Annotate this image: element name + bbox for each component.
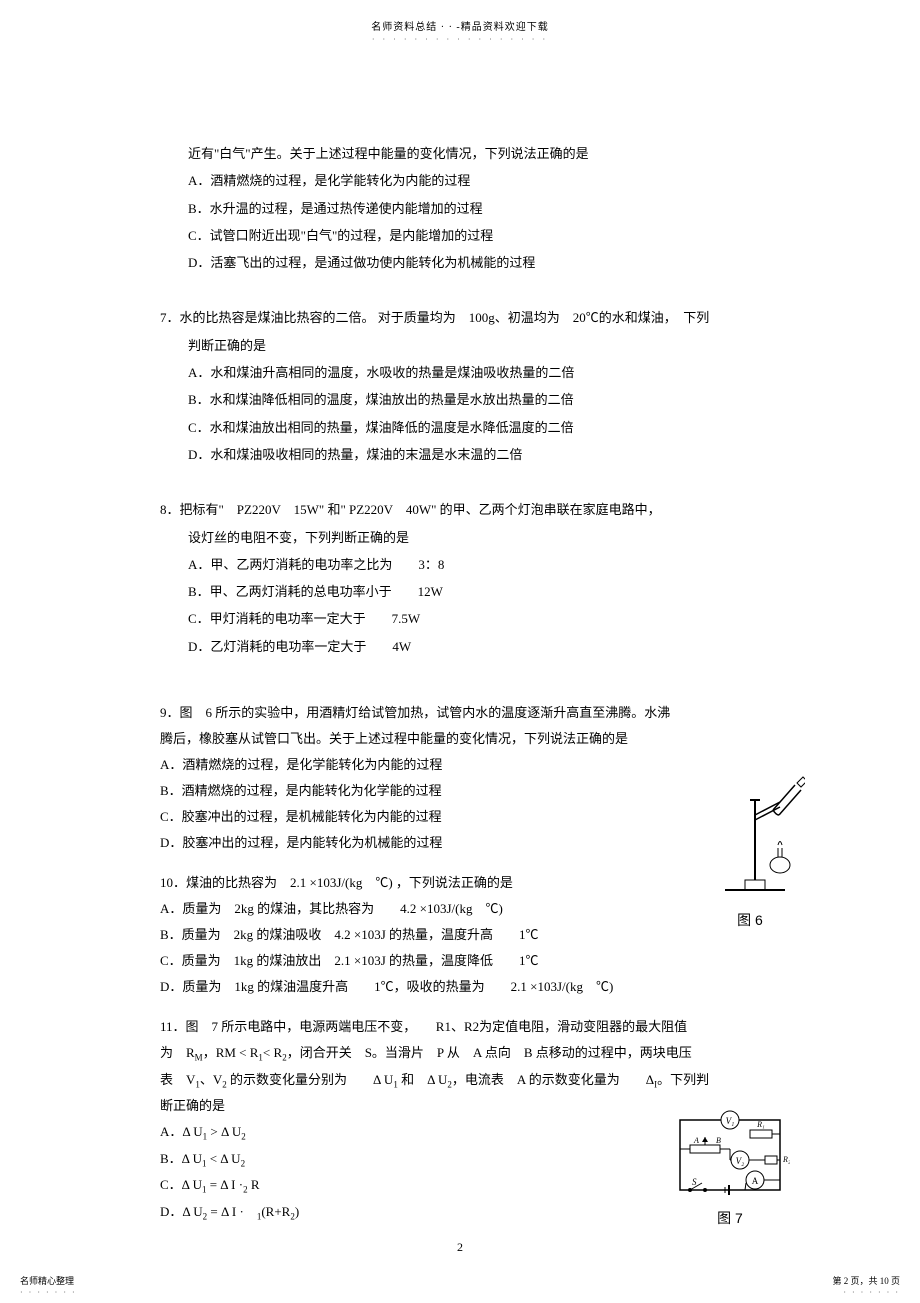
svg-text:A: A <box>693 1136 699 1145</box>
header-title: 名师资料总结 · · -精品资料欢迎下载 <box>0 0 920 33</box>
figure-7: V₁ R₁ A B V₂ R₂ <box>670 1105 790 1233</box>
figure-6-label: 图 6 <box>690 906 810 935</box>
q11-s2c: < R <box>263 1045 282 1060</box>
q11-stem-3: 表 V1、V2 的示数变化量分别为 Δ U1 和 Δ U2，电流表 A 的示数变… <box>160 1067 800 1094</box>
q7-opt-a: A．水和煤油升高相同的温度，水吸收的热量是煤油吸收热量的二倍 <box>188 359 800 386</box>
q11-s2d: ，闭合开关 S。当滑片 P 从 A 点向 B 点移动的过程中，两块电压 <box>287 1045 692 1060</box>
svg-text:V₂: V₂ <box>736 1156 745 1166</box>
q7-opt-d: D．水和煤油吸收相同的热量，煤油的末温是水末温的二倍 <box>188 441 800 468</box>
sub-m: M <box>195 1053 203 1063</box>
q11-a-mid: > Δ U <box>207 1124 241 1139</box>
q11-d-pre: D．Δ U <box>160 1204 203 1219</box>
q11-s2b: ，RM < R <box>203 1045 259 1060</box>
figure-6-svg <box>695 760 805 900</box>
q11-d-suf: (R+R <box>261 1204 290 1219</box>
q8-stem-2: 设灯丝的电阻不变，下列判断正确的是 <box>188 524 800 551</box>
q11-b-mid: < Δ U <box>206 1151 240 1166</box>
q7-opt-b: B．水和煤油降低相同的温度，煤油放出的热量是水放出热量的二倍 <box>188 386 800 413</box>
footer-right: 第 2 页，共 10 页 <box>832 1274 900 1287</box>
q11-s3d: 和 Δ U <box>398 1072 448 1087</box>
q11-d-mid: = Δ I · <box>207 1204 257 1219</box>
q11-a-pre: A．Δ U <box>160 1124 203 1139</box>
figure-7-label: 图 7 <box>670 1204 790 1233</box>
q7-stem-2: 判断正确的是 <box>188 332 800 359</box>
q8-opt-a: A．甲、乙两灯消耗的电功率之比为 3：8 <box>188 551 800 578</box>
q11-s3e: ，电流表 A 的示数变化量为 Δ <box>452 1072 654 1087</box>
q6-opt-c: C．试管口附近出现"白气"的过程，是内能增加的过程 <box>188 222 800 249</box>
q11-c-mid: = Δ I · <box>206 1177 243 1192</box>
q11-d-end: ) <box>295 1204 299 1219</box>
q6-block: 近有"白气"产生。关于上述过程中能量的变化情况，下列说法正确的是 A．酒精燃烧的… <box>160 140 800 276</box>
footer-dots-right: · · · · · · · <box>843 1288 900 1297</box>
q8-opt-b: B．甲、乙两灯消耗的总电功率小于 12W <box>188 578 800 605</box>
main-content: 近有"白气"产生。关于上述过程中能量的变化情况，下列说法正确的是 A．酒精燃烧的… <box>160 140 800 1240</box>
figure-6: 图 6 <box>690 760 810 935</box>
q8-block: 8．把标有" PZ220V 15W" 和" PZ220V 40W" 的甲、乙两个… <box>160 496 800 660</box>
sub-a2: 2 <box>241 1132 246 1142</box>
q11-c-pre: C．Δ U <box>160 1177 202 1192</box>
q7-block: 7．水的比热容是煤油比热容的二倍。 对于质量均为 100g、初温均为 20℃的水… <box>160 304 800 468</box>
svg-text:S: S <box>692 1177 697 1187</box>
svg-text:V₁: V₁ <box>726 1116 735 1126</box>
q11-s3a: 表 V <box>160 1072 195 1087</box>
q6-opt-d: D．活塞飞出的过程，是通过做功使内能转化为机械能的过程 <box>188 249 800 276</box>
svg-text:A: A <box>752 1176 759 1186</box>
q6-opt-b: B．水升温的过程，是通过热传递使内能增加的过程 <box>188 195 800 222</box>
q6-opt-a: A．酒精燃烧的过程，是化学能转化为内能的过程 <box>188 167 800 194</box>
sub-b2: 2 <box>241 1158 246 1168</box>
q8-opt-d: D．乙灯消耗的电功率一定大于 4W <box>188 633 800 660</box>
q7-opt-c: C．水和煤油放出相同的热量，煤油降低的温度是水降低温度的二倍 <box>188 414 800 441</box>
q11-s3b: 、V <box>200 1072 222 1087</box>
q11-stem-1: 11．图 7 所示电路中，电源两端电压不变， R1、R2为定值电阻，滑动变阻器的… <box>160 1014 800 1040</box>
q11-b-pre: B．Δ U <box>160 1151 202 1166</box>
svg-text:R₂: R₂ <box>782 1155 790 1164</box>
q11-s3c: 的示数变化量分别为 Δ U <box>227 1072 394 1087</box>
q11-c-suf: R <box>248 1177 260 1192</box>
q11-s3f: 。下列判 <box>657 1072 709 1087</box>
q11-s2a: 为 R <box>160 1045 195 1060</box>
q10-opt-c: C．质量为 1kg 的煤油放出 2.1 ×103J 的热量，温度降低 1℃ <box>160 948 800 974</box>
q8-opt-c: C．甲灯消耗的电功率一定大于 7.5W <box>188 605 800 632</box>
figure-7-svg: V₁ R₁ A B V₂ R₂ <box>670 1105 790 1200</box>
q6-lead: 近有"白气"产生。关于上述过程中能量的变化情况，下列说法正确的是 <box>188 140 800 167</box>
q11-stem-2: 为 RM，RM < R1< R2，闭合开关 S。当滑片 P 从 A 点向 B 点… <box>160 1040 800 1067</box>
svg-text:R₁: R₁ <box>756 1120 765 1129</box>
q9-stem-2: 腾后，橡胶塞从试管口飞出。关于上述过程中能量的变化情况，下列说法正确的是 <box>160 726 800 752</box>
header-dots: · · · · · · · · · · · · · · · · · <box>0 35 920 44</box>
page-number: 2 <box>457 1240 463 1255</box>
footer-dots-left: · · · · · · · <box>20 1288 77 1297</box>
q9-stem-1: 9．图 6 所示的实验中，用酒精灯给试管加热，试管内水的温度逐渐升高直至沸腾。水… <box>160 700 800 726</box>
q10-opt-d: D．质量为 1kg 的煤油温度升高 1℃，吸收的热量为 2.1 ×103J/(k… <box>160 974 800 1000</box>
q8-stem-1: 8．把标有" PZ220V 15W" 和" PZ220V 40W" 的甲、乙两个… <box>160 496 800 523</box>
footer-left: 名师精心整理 <box>20 1274 74 1287</box>
q11-stem1-text: 11．图 7 所示电路中，电源两端电压不变， R1、R2为定值电阻，滑动变阻器的… <box>160 1019 687 1034</box>
svg-text:B: B <box>716 1136 721 1145</box>
q7-stem-1: 7．水的比热容是煤油比热容的二倍。 对于质量均为 100g、初温均为 20℃的水… <box>160 304 800 331</box>
